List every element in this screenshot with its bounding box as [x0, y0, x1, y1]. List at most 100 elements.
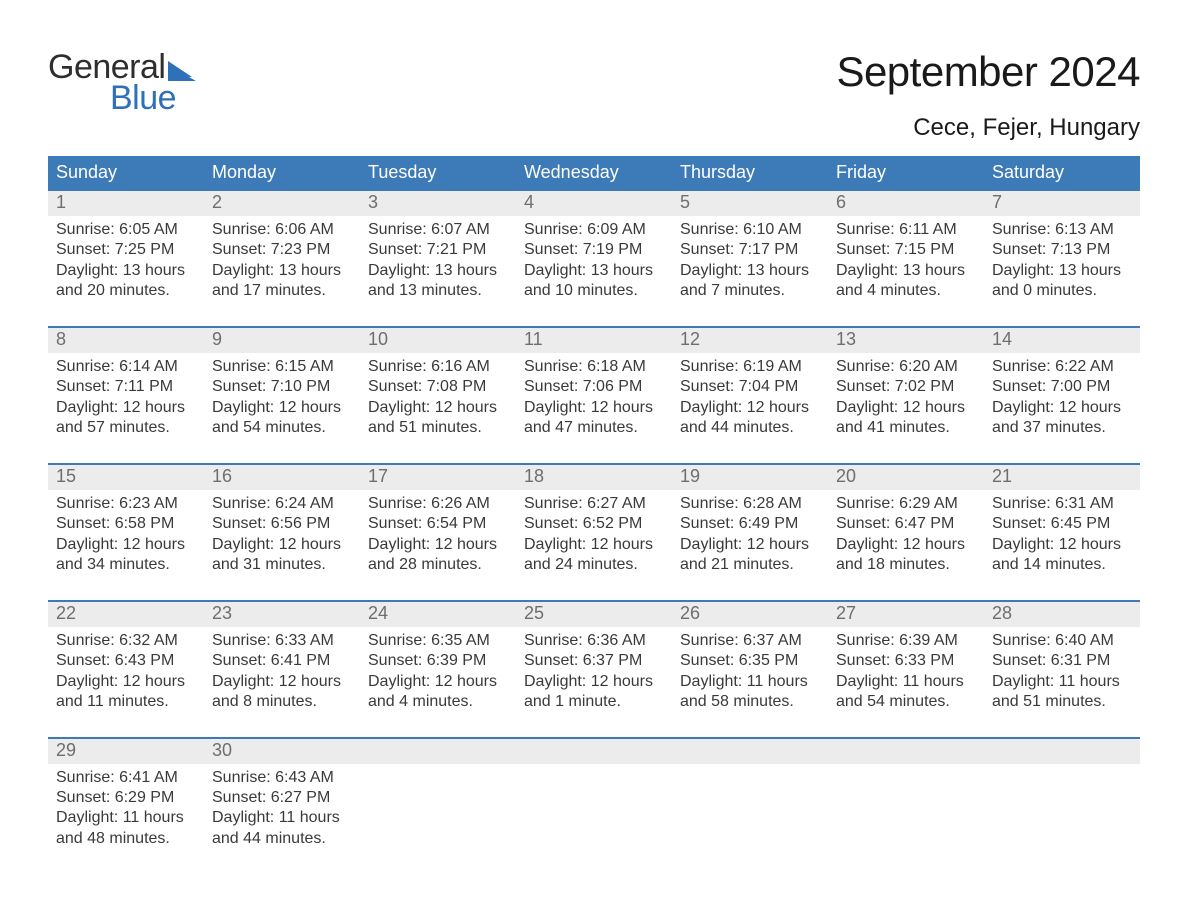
day-cell: 16 Sunrise: 6:24 AMSunset: 6:56 PMDayligh… — [204, 465, 360, 576]
sunrise-line: Sunrise: 6:37 AM — [680, 631, 820, 651]
sunrise-line: Sunrise: 6:11 AM — [836, 220, 976, 240]
day-number-row: 15 — [48, 465, 204, 490]
sunrise-line: Sunrise: 6:41 AM — [56, 768, 196, 788]
day-body: Sunrise: 6:19 AMSunset: 7:04 PMDaylight:… — [672, 353, 828, 439]
day-number-row: 17 — [360, 465, 516, 490]
day-cell — [672, 739, 828, 850]
daylight-line-1: Daylight: 12 hours — [56, 535, 196, 555]
day-body: Sunrise: 6:24 AMSunset: 6:56 PMDaylight:… — [204, 490, 360, 576]
day-body: Sunrise: 6:39 AMSunset: 6:33 PMDaylight:… — [828, 627, 984, 713]
day-body: Sunrise: 6:31 AMSunset: 6:45 PMDaylight:… — [984, 490, 1140, 576]
day-number-row: 30 — [204, 739, 360, 764]
daylight-line-2: and 0 minutes. — [992, 281, 1132, 301]
day-number-row: 5 — [672, 191, 828, 216]
day-body: Sunrise: 6:33 AMSunset: 6:41 PMDaylight:… — [204, 627, 360, 713]
daylight-line-1: Daylight: 12 hours — [992, 535, 1132, 555]
daylight-line-2: and 1 minute. — [524, 692, 664, 712]
day-number: 18 — [524, 466, 544, 486]
daylight-line-2: and 8 minutes. — [212, 692, 352, 712]
day-body: Sunrise: 6:40 AMSunset: 6:31 PMDaylight:… — [984, 627, 1140, 713]
day-number-row: 7 — [984, 191, 1140, 216]
day-number: 20 — [836, 466, 856, 486]
day-number-row: 4 — [516, 191, 672, 216]
sunset-line: Sunset: 6:37 PM — [524, 651, 664, 671]
day-cell: 23Sunrise: 6:33 AMSunset: 6:41 PMDayligh… — [204, 602, 360, 713]
day-cell: 25Sunrise: 6:36 AMSunset: 6:37 PMDayligh… — [516, 602, 672, 713]
flag-icon — [168, 61, 196, 81]
sunset-line: Sunset: 7:23 PM — [212, 240, 352, 260]
day-cell: 2Sunrise: 6:06 AMSunset: 7:23 PMDaylight… — [204, 191, 360, 302]
daylight-line-1: Daylight: 13 hours — [212, 261, 352, 281]
daylight-line-1: Daylight: 12 hours — [992, 398, 1132, 418]
sunrise-line: Sunrise: 6:09 AM — [524, 220, 664, 240]
daylight-line-1: Daylight: 11 hours — [992, 672, 1132, 692]
day-body — [672, 764, 828, 768]
weekday-header: Sunday Monday Tuesday Wednesday Thursday… — [48, 156, 1140, 189]
sunrise-line: Sunrise: 6:14 AM — [56, 357, 196, 377]
title-block: September 2024 Cece, Fejer, Hungary — [836, 48, 1140, 142]
weekday-wednesday: Wednesday — [516, 156, 672, 189]
sunrise-line: Sunrise: 6:07 AM — [368, 220, 508, 240]
day-number: 17 — [368, 466, 388, 486]
sunset-line: Sunset: 6:43 PM — [56, 651, 196, 671]
week-row: 8 Sunrise: 6:14 AMSunset: 7:11 PMDaylight… — [48, 326, 1140, 439]
day-cell: 18Sunrise: 6:27 AMSunset: 6:52 PMDayligh… — [516, 465, 672, 576]
day-body — [360, 764, 516, 768]
sunset-line: Sunset: 6:49 PM — [680, 514, 820, 534]
day-number-row: 12 — [672, 328, 828, 353]
daylight-line-1: Daylight: 13 hours — [992, 261, 1132, 281]
day-body: Sunrise: 6:14 AMSunset: 7:11 PMDaylight:… — [48, 353, 204, 439]
page: General Blue September 2024 Cece, Fejer,… — [0, 0, 1188, 849]
day-number: 30 — [212, 740, 232, 760]
daylight-line-2: and 54 minutes. — [212, 418, 352, 438]
daylight-line-2: and 47 minutes. — [524, 418, 664, 438]
day-cell: 26Sunrise: 6:37 AMSunset: 6:35 PMDayligh… — [672, 602, 828, 713]
sunset-line: Sunset: 6:47 PM — [836, 514, 976, 534]
weekday-tuesday: Tuesday — [360, 156, 516, 189]
sunset-line: Sunset: 7:02 PM — [836, 377, 976, 397]
day-body — [828, 764, 984, 768]
day-body: Sunrise: 6:07 AMSunset: 7:21 PMDaylight:… — [360, 216, 516, 302]
day-cell: 6Sunrise: 6:11 AMSunset: 7:15 PMDaylight… — [828, 191, 984, 302]
day-number-row: 9 — [204, 328, 360, 353]
day-cell: 22Sunrise: 6:32 AMSunset: 6:43 PMDayligh… — [48, 602, 204, 713]
day-number: 8 — [56, 329, 66, 349]
daylight-line-2: and 44 minutes. — [680, 418, 820, 438]
daylight-line-2: and 51 minutes. — [368, 418, 508, 438]
weekday-saturday: Saturday — [984, 156, 1140, 189]
day-number-row: 27 — [828, 602, 984, 627]
daylight-line-2: and 14 minutes. — [992, 555, 1132, 575]
sunset-line: Sunset: 6:27 PM — [212, 788, 352, 808]
sunset-line: Sunset: 7:04 PM — [680, 377, 820, 397]
day-number: 11 — [524, 329, 543, 349]
sunrise-line: Sunrise: 6:05 AM — [56, 220, 196, 240]
day-cell: 7Sunrise: 6:13 AMSunset: 7:13 PMDaylight… — [984, 191, 1140, 302]
day-body: Sunrise: 6:35 AMSunset: 6:39 PMDaylight:… — [360, 627, 516, 713]
day-cell — [828, 739, 984, 850]
day-number: 28 — [992, 603, 1012, 623]
day-number: 14 — [992, 329, 1012, 349]
daylight-line-2: and 20 minutes. — [56, 281, 196, 301]
day-number: 21 — [992, 466, 1012, 486]
day-cell: 19Sunrise: 6:28 AMSunset: 6:49 PMDayligh… — [672, 465, 828, 576]
daylight-line-1: Daylight: 11 hours — [680, 672, 820, 692]
day-body: Sunrise: 6:05 AMSunset: 7:25 PMDaylight:… — [48, 216, 204, 302]
day-number: 16 — [212, 466, 232, 486]
sunrise-line: Sunrise: 6:39 AM — [836, 631, 976, 651]
daylight-line-2: and 44 minutes. — [212, 829, 352, 849]
day-body — [984, 764, 1140, 768]
day-number: 13 — [836, 329, 856, 349]
day-number-row — [360, 739, 516, 764]
day-number: 22 — [56, 603, 76, 623]
day-number-row: 16 — [204, 465, 360, 490]
sunset-line: Sunset: 7:00 PM — [992, 377, 1132, 397]
sunrise-line: Sunrise: 6:33 AM — [212, 631, 352, 651]
day-body: Sunrise: 6:28 AMSunset: 6:49 PMDaylight:… — [672, 490, 828, 576]
sunset-line: Sunset: 6:45 PM — [992, 514, 1132, 534]
week-row: 1Sunrise: 6:05 AMSunset: 7:25 PMDaylight… — [48, 189, 1140, 302]
sunrise-line: Sunrise: 6:18 AM — [524, 357, 664, 377]
sunset-line: Sunset: 7:10 PM — [212, 377, 352, 397]
sunrise-line: Sunrise: 6:20 AM — [836, 357, 976, 377]
day-number: 12 — [680, 329, 700, 349]
daylight-line-1: Daylight: 12 hours — [212, 672, 352, 692]
